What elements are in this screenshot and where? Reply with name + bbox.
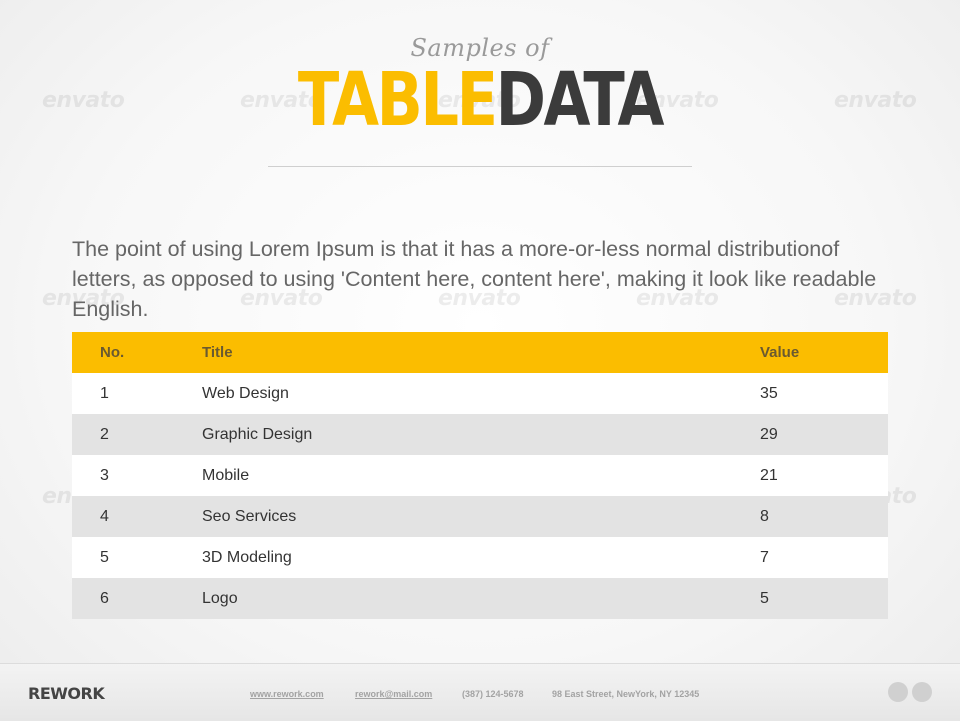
website-link[interactable]: www.rework.com [250,689,324,699]
header-value: Value [760,332,888,373]
table-row: 3 Mobile 21 [72,455,888,496]
cell-value: 35 [760,373,888,414]
cell-title: Web Design [202,373,760,414]
cell-no: 3 [72,455,202,496]
cell-value: 7 [760,537,888,578]
cell-value: 5 [760,578,888,619]
cell-value: 8 [760,496,888,537]
cell-title: Logo [202,578,760,619]
title-part-data: DATA [495,57,665,143]
intro-paragraph: The point of using Lorem Ipsum is that i… [72,236,877,321]
cell-no: 1 [72,373,202,414]
table-row: 4 Seo Services 8 [72,496,888,537]
phone-text: (387) 124-5678 [462,689,524,699]
table-row: 1 Web Design 35 [72,373,888,414]
cell-title: Seo Services [202,496,760,537]
table-row: 2 Graphic Design 29 [72,414,888,455]
page-subtitle: Samples of [410,34,550,62]
cell-no: 2 [72,414,202,455]
cell-no: 6 [72,578,202,619]
cell-no: 4 [72,496,202,537]
cell-title: Graphic Design [202,414,760,455]
header-no: No. [72,332,202,373]
title-part-table: TABLE [297,57,498,143]
next-slide-icon[interactable] [912,682,932,702]
cell-value: 21 [760,455,888,496]
cell-no: 5 [72,537,202,578]
slide-nav [884,682,932,707]
brand-logo: REWORK [28,684,105,703]
data-table: No. Title Value 1 Web Design 35 2 Graphi… [72,332,888,619]
page-title: TABLEDATA [86,60,873,140]
address-text: 98 East Street, NewYork, NY 12345 [552,689,700,699]
table-header-row: No. Title Value [72,332,888,373]
header-divider [268,166,692,167]
prev-slide-icon[interactable] [888,682,908,702]
table-row: 6 Logo 5 [72,578,888,619]
footer: REWORK www.rework.com rework@mail.com (3… [0,663,960,721]
table-row: 5 3D Modeling 7 [72,537,888,578]
email-link[interactable]: rework@mail.com [355,689,433,699]
header-title: Title [202,332,760,373]
cell-title: 3D Modeling [202,537,760,578]
cell-title: Mobile [202,455,760,496]
cell-value: 29 [760,414,888,455]
